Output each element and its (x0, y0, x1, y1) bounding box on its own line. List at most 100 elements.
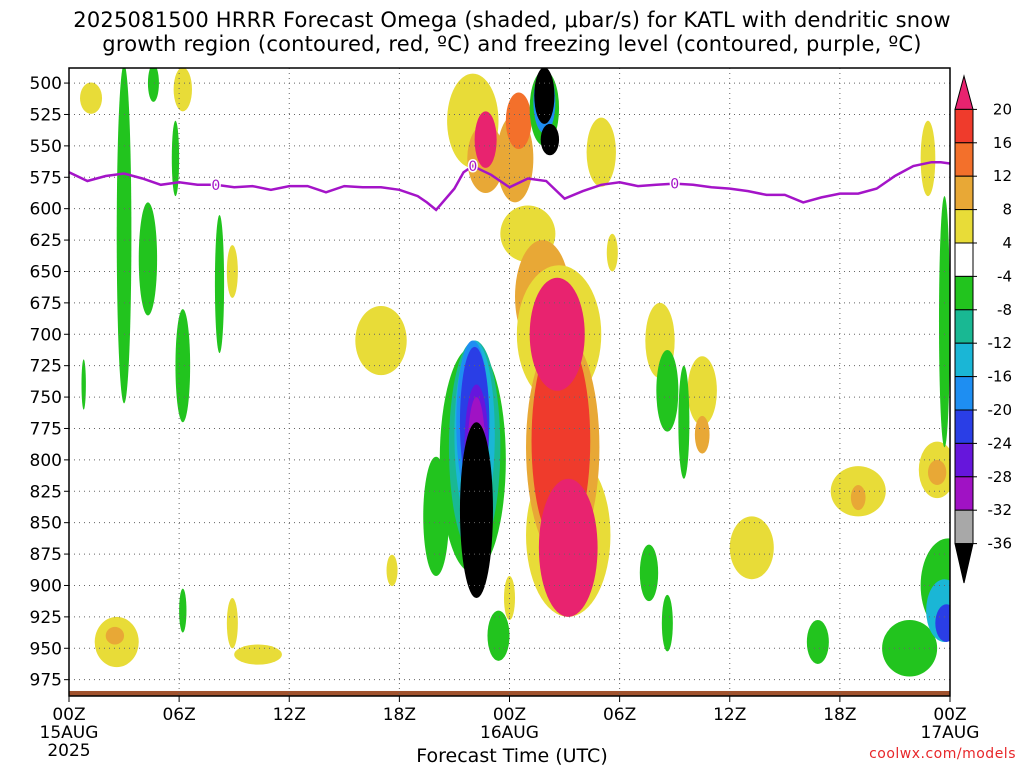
colorbar-swatch (954, 209, 974, 244)
y-tick-label: 800 (30, 451, 62, 471)
colorbar: 20 16 12 8 4 -4 -8 -12 -16 -20 -24 -28 -32 -36 (954, 74, 1013, 584)
y-tick-label: 775 (30, 419, 62, 439)
y-tick-label: 875 (30, 545, 62, 565)
title-line-2: growth region (contoured, red, ºC) and f… (102, 32, 922, 56)
omega-region-13 (694, 415, 710, 454)
y-tick-label: 525 (30, 105, 62, 125)
colorbar-label: -36 (988, 535, 1013, 553)
y-tick-label: 625 (30, 231, 62, 251)
freezing-level-contour: 0 0 0 (69, 157, 950, 212)
omega-region-6 (105, 626, 125, 645)
colorbar-label: 8 (1002, 201, 1012, 219)
omega-region-15 (729, 516, 774, 580)
colorbar-swatch (954, 242, 974, 277)
chart-title: 2025081500 HRRR Forecast Omega (shaded, … (0, 8, 1024, 56)
omega-region-55 (487, 610, 510, 661)
colorbar-swatch (954, 175, 974, 211)
colorbar-label: -24 (988, 434, 1013, 452)
omega-region-46 (116, 68, 132, 404)
colorbar-swatch (954, 108, 974, 144)
colorbar-label: -32 (988, 501, 1013, 519)
omega-region-7 (226, 245, 238, 298)
omega-region-58 (678, 365, 690, 479)
omega-region-2 (80, 82, 103, 114)
omega-region-53 (171, 120, 180, 197)
colorbar-label: -12 (988, 334, 1013, 352)
grid-lines (69, 68, 950, 696)
y-tick-label: 700 (30, 325, 62, 345)
omega-region-17 (850, 484, 866, 511)
y-tick-label: 675 (30, 294, 62, 314)
x-tick-date: 17AUG (921, 723, 980, 743)
omega-region-11 (386, 554, 398, 587)
x-axis-label: Forecast Time (UTC) (416, 745, 608, 767)
colorbar-swatch (954, 509, 974, 545)
x-tick-label: 06Z (162, 705, 195, 725)
y-tick-label: 850 (30, 514, 62, 534)
colorbar-label: 16 (993, 134, 1012, 152)
colorbar-swatch (954, 142, 974, 177)
y-tick-label: 500 (30, 74, 62, 94)
omega-region-49 (175, 309, 191, 423)
omega-region-69 (540, 123, 560, 156)
omega-region-21 (586, 117, 616, 187)
colorbar-cap-top (954, 74, 974, 110)
colorbar-label: 12 (993, 167, 1012, 185)
colorbar-label: -20 (988, 401, 1013, 419)
y-tick-label: 950 (30, 639, 62, 659)
omega-region-50 (214, 214, 225, 354)
colorbar-swatch (954, 309, 974, 344)
x-tick-label: 12Z (713, 705, 746, 725)
y-tick-label: 825 (30, 482, 62, 502)
y-tick-label: 725 (30, 357, 62, 377)
plot-area: 0 0 0 (69, 68, 950, 696)
omega-region-47 (138, 202, 158, 316)
title-line-1: 2025081500 HRRR Forecast Omega (shaded, … (73, 8, 951, 32)
colorbar-label: 20 (993, 100, 1012, 118)
colorbar-cap-bottom (954, 543, 974, 584)
omega-region-19 (927, 459, 947, 485)
omega-region-35 (529, 277, 585, 391)
colorbar-swatch (954, 376, 974, 411)
omega-region-8 (226, 598, 238, 649)
x-tick-label: 18Z (823, 705, 856, 725)
omega-region-12 (687, 356, 717, 426)
y-axis: 500 525 550 575 600 625 650 675 700 725 750 775 800 8… (30, 74, 69, 691)
freezing-level-label: 0 (670, 177, 679, 193)
freezing-level-line (69, 160, 950, 212)
x-tick-label: 00Z (493, 705, 526, 725)
x-tick-date: 15AUG (40, 723, 99, 743)
y-tick-label: 650 (30, 262, 62, 282)
x-tick-year: 2025 (47, 741, 90, 761)
y-tick-label: 550 (30, 137, 62, 157)
omega-region-56 (656, 349, 679, 432)
x-tick-label: 06Z (603, 705, 636, 725)
y-tick-label: 600 (30, 200, 62, 220)
omega-region-28 (505, 92, 532, 150)
omega-region-45 (459, 422, 493, 599)
omega-region-22 (606, 233, 618, 272)
x-tick-label: 18Z (383, 705, 416, 725)
omega-region-59 (661, 594, 673, 652)
omega-region-10 (355, 306, 407, 376)
omega-region-68 (534, 68, 555, 124)
omega-region-62 (938, 196, 950, 448)
omega-region-57 (639, 544, 659, 602)
omega-region-52 (147, 68, 159, 102)
y-tick-label: 575 (30, 168, 62, 188)
omega-region-36 (538, 478, 598, 617)
omega-region-65 (935, 604, 950, 642)
colorbar-swatch (954, 342, 974, 378)
colorbar-swatch (954, 409, 974, 444)
colorbar-swatch (954, 442, 974, 478)
omega-region-9 (234, 644, 282, 665)
colorbar-label: -4 (997, 267, 1012, 285)
y-tick-label: 975 (30, 671, 62, 691)
colorbar-label: -28 (988, 468, 1013, 486)
omega-shading (69, 68, 950, 696)
y-tick-label: 900 (30, 576, 62, 596)
colorbar-label: -16 (988, 368, 1013, 386)
omega-region-48 (81, 359, 86, 410)
